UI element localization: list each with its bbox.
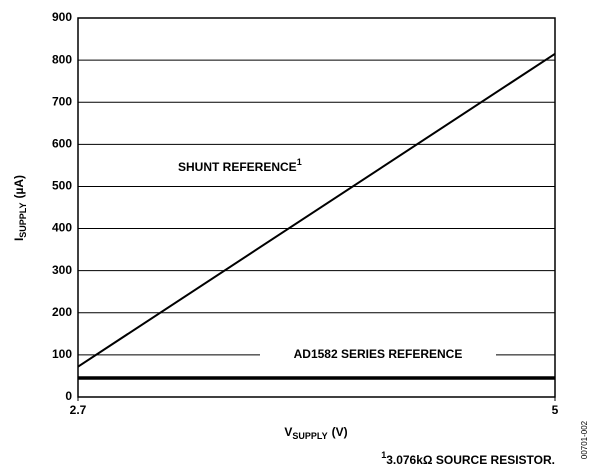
footnote: 13.076kΩ SOURCE RESISTOR. — [381, 450, 555, 467]
x-axis-label: VSUPPLY (V) — [284, 425, 347, 441]
y-tick-label: 800 — [52, 52, 72, 66]
series-name: SHUNT REFERENCE — [178, 160, 297, 174]
footnote-marker: 1 — [381, 450, 386, 460]
y-tick-label: 900 — [52, 10, 72, 24]
axis-label-main: I — [12, 238, 26, 241]
series-superscript: 1 — [297, 157, 302, 167]
series-label: SHUNT REFERENCE1 — [178, 157, 302, 174]
label-background — [260, 346, 496, 364]
y-tick-label: 600 — [52, 137, 72, 151]
y-tick-label: 300 — [52, 263, 72, 277]
y-tick-label: 0 — [65, 389, 72, 403]
y-axis-label: ISUPPLY (µA) — [12, 175, 28, 241]
figure-id: 00701-002 — [580, 420, 589, 459]
x-tick-label: 5 — [552, 403, 559, 417]
series-line — [77, 52, 556, 368]
y-tick-label: 400 — [52, 221, 72, 235]
y-tick-label: 700 — [52, 94, 72, 108]
y-tick-label: 100 — [52, 347, 72, 361]
x-tick-label: 2.7 — [70, 403, 87, 417]
axis-label-unit: (V) — [332, 425, 348, 439]
axis-label-main: V — [284, 425, 292, 439]
axis-label-unit: (µA) — [12, 175, 26, 199]
footnote-text: 3.076kΩ SOURCE RESISTOR. — [386, 453, 555, 467]
y-tick-label: 500 — [52, 179, 72, 193]
axis-label-subscript: SUPPLY — [18, 203, 28, 238]
y-tick-label: 200 — [52, 305, 72, 319]
axis-label-subscript: SUPPLY — [292, 431, 327, 441]
series-label: AD1582 SERIES REFERENCE — [294, 347, 463, 361]
plot-frame — [77, 17, 556, 398]
